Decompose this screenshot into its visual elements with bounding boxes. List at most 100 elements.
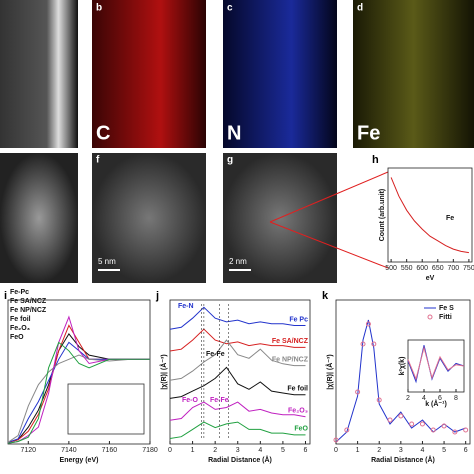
legend-label: Fe foil xyxy=(10,316,31,323)
data-point xyxy=(344,427,350,433)
data-point xyxy=(463,427,469,433)
data-point xyxy=(360,341,366,347)
panel-letter: g xyxy=(227,155,233,166)
data-line xyxy=(169,328,306,352)
image-d xyxy=(353,0,474,148)
y-axis-label: |χ(R)| (Å⁻³) xyxy=(159,354,168,389)
legend-label: Fitti xyxy=(439,314,452,321)
x-axis-label: Energy (eV) xyxy=(60,457,99,464)
x-tick-label: 7140 xyxy=(61,447,77,454)
y-axis-label: k²χ(k) xyxy=(399,357,406,376)
panel-letter: i xyxy=(4,290,7,302)
x-tick-label: 550 xyxy=(401,265,413,272)
scale-label: 5 nm xyxy=(98,257,116,266)
panel-letter: k xyxy=(322,290,329,302)
x-tick-label: 2 xyxy=(406,395,410,402)
panel-letter: h xyxy=(372,154,379,166)
data-line xyxy=(169,401,306,421)
data-point xyxy=(371,341,377,347)
x-tick-label: 6 xyxy=(304,447,308,454)
image-c xyxy=(223,0,337,148)
legend-label: Fe-Pc xyxy=(10,289,29,296)
data-point xyxy=(355,389,361,395)
x-tick-label: 500 xyxy=(385,265,397,272)
image-e xyxy=(0,153,78,283)
panel-letter: c xyxy=(227,3,233,14)
x-tick-label: 0 xyxy=(334,447,338,454)
legend-marker xyxy=(427,314,433,320)
panel-letter: b xyxy=(96,3,102,14)
data-point xyxy=(430,427,436,433)
data-line xyxy=(169,306,306,330)
element-label: N xyxy=(227,122,241,144)
x-tick-label: 8 xyxy=(454,395,458,402)
x-tick-label: 2 xyxy=(377,447,381,454)
x-tick-label: 7120 xyxy=(20,447,36,454)
y-axis-label: Count (arb.unit) xyxy=(379,189,386,242)
zoom-line xyxy=(269,171,389,223)
data-line xyxy=(390,177,469,254)
x-tick-label: 2 xyxy=(213,447,217,454)
series-label: Fe NP/NCZ xyxy=(272,356,309,363)
data-point xyxy=(387,417,393,423)
zoom-line xyxy=(269,221,389,269)
x-tick-label: 1 xyxy=(191,447,195,454)
series-label: FeO xyxy=(294,426,308,433)
annotation: Fe xyxy=(446,215,454,222)
x-tick-label: 6 xyxy=(438,395,442,402)
x-axis-label: Radial Distance (Å) xyxy=(208,455,272,464)
annotation: Fe-O xyxy=(182,397,199,404)
series-label: Fe foil xyxy=(287,386,308,393)
data-line xyxy=(7,354,150,443)
x-axis-label: Radial Distance (Å) xyxy=(371,455,435,464)
image-b xyxy=(92,0,206,148)
zoom-inset xyxy=(67,383,145,435)
x-tick-label: 5 xyxy=(442,447,446,454)
x-tick-label: 6 xyxy=(464,447,468,454)
series-label: Fe SA/NCZ xyxy=(272,338,309,345)
data-point xyxy=(452,429,458,435)
series-label: Fe₂O₃ xyxy=(288,408,308,415)
image-a xyxy=(0,0,78,148)
data-line xyxy=(335,319,466,443)
x-tick-label: 0 xyxy=(168,447,172,454)
data-line xyxy=(407,345,465,381)
x-tick-label: 4 xyxy=(258,447,262,454)
panel-letter: j xyxy=(155,290,159,302)
data-point xyxy=(441,423,447,429)
legend-label: Fe S xyxy=(439,305,454,312)
annotation: Fe-N xyxy=(178,303,194,310)
data-line xyxy=(169,339,306,381)
plot-frame xyxy=(387,167,473,263)
panel-letter: f xyxy=(96,155,100,166)
x-tick-label: 3 xyxy=(236,447,240,454)
x-tick-label: 7180 xyxy=(142,447,158,454)
annotation: Fe-Fe xyxy=(206,351,225,358)
x-tick-label: 1 xyxy=(356,447,360,454)
data-point xyxy=(409,421,415,427)
data-point xyxy=(419,421,425,427)
data-point xyxy=(398,413,404,419)
x-axis-label: k (Å⁻¹) xyxy=(425,399,447,408)
panel-letter: d xyxy=(357,3,363,14)
y-axis-label: |χ(R)| (Å⁻³) xyxy=(325,354,334,389)
x-tick-label: 4 xyxy=(422,395,426,402)
x-tick-label: 650 xyxy=(432,265,444,272)
x-tick-label: 4 xyxy=(420,447,424,454)
x-tick-label: 3 xyxy=(399,447,403,454)
plot-frame xyxy=(7,299,151,445)
legend-label: FeO xyxy=(10,334,24,341)
scale-label: 2 nm xyxy=(229,257,247,266)
x-axis-label: eV xyxy=(426,275,435,282)
legend-label: Fe₂O₃ xyxy=(10,325,30,332)
series-label: Fe Pc xyxy=(289,316,308,323)
data-line xyxy=(7,341,150,444)
x-tick-label: 7160 xyxy=(102,447,118,454)
element-label: Fe xyxy=(357,122,380,144)
x-tick-label: 600 xyxy=(416,265,428,272)
legend-label: Fe NP/NCZ xyxy=(10,307,47,314)
image-f xyxy=(92,153,206,283)
x-tick-label: 700 xyxy=(447,265,459,272)
x-tick-label: 750 xyxy=(463,265,474,272)
